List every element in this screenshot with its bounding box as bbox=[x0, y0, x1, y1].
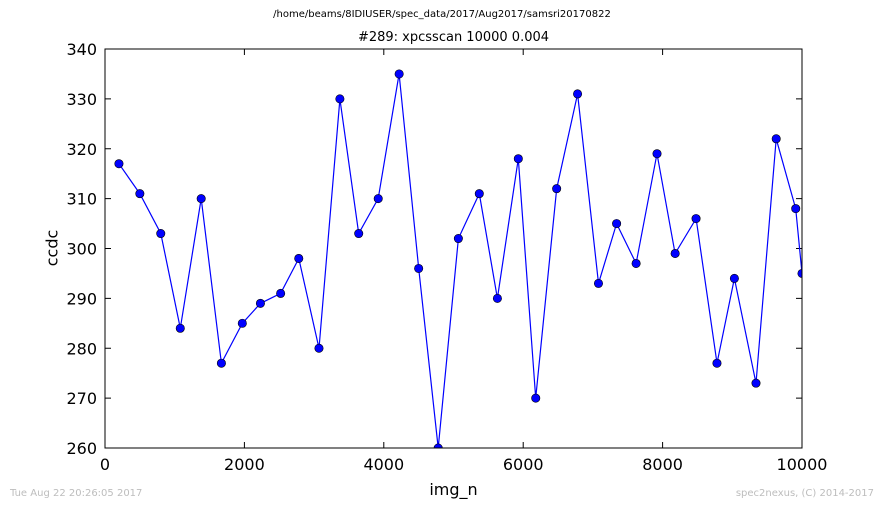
chart-title: #289: xpcsscan 10000 0.004 bbox=[357, 30, 550, 45]
data-point bbox=[114, 159, 124, 169]
data-point bbox=[612, 219, 622, 229]
data-point bbox=[552, 184, 562, 194]
data-point bbox=[631, 258, 641, 268]
data-point bbox=[394, 69, 404, 79]
data-point bbox=[354, 229, 364, 239]
data-point bbox=[373, 194, 383, 204]
data-point bbox=[513, 154, 523, 164]
y-tick-label: 340 bbox=[66, 40, 97, 59]
data-point bbox=[573, 89, 583, 99]
y-tick-label: 270 bbox=[66, 389, 97, 408]
y-tick-label: 260 bbox=[66, 439, 97, 458]
data-point bbox=[135, 189, 145, 199]
y-tick-label: 300 bbox=[66, 240, 97, 259]
data-point bbox=[791, 204, 801, 214]
plot-area: 0 2000 4000 6000 8000 10000 260 270 280 290 300 310… bbox=[66, 40, 827, 474]
y-tick-label: 280 bbox=[66, 339, 97, 358]
x-tick-label: 6000 bbox=[503, 455, 544, 474]
y-tick-label: 310 bbox=[66, 190, 97, 209]
x-tick-label: 8000 bbox=[642, 455, 683, 474]
data-point bbox=[691, 214, 701, 224]
series-line bbox=[118, 73, 802, 448]
data-point bbox=[729, 273, 739, 283]
data-point bbox=[237, 318, 247, 328]
y-tick-label: 320 bbox=[66, 140, 97, 159]
figure-suptitle: /home/beams/8IDIUSER/spec_data/2017/Aug2… bbox=[273, 9, 611, 20]
x-tick-label: 10000 bbox=[777, 455, 828, 474]
data-point bbox=[335, 94, 345, 104]
x-tick-label: 4000 bbox=[363, 455, 404, 474]
data-point bbox=[670, 248, 680, 258]
data-point bbox=[294, 253, 304, 263]
data-point bbox=[453, 234, 463, 244]
x-axis-label: img_n bbox=[429, 480, 478, 499]
data-point bbox=[531, 393, 541, 403]
y-axis-label: ccdc bbox=[42, 229, 62, 267]
data-point bbox=[276, 288, 286, 298]
y-tick-label: 290 bbox=[66, 289, 97, 308]
footer-credit: spec2nexus, (C) 2014-2017 bbox=[735, 488, 874, 499]
x-tick-label: 2000 bbox=[224, 455, 265, 474]
data-point bbox=[156, 229, 166, 239]
data-point bbox=[652, 149, 662, 159]
data-point bbox=[593, 278, 603, 288]
x-tick-label: 0 bbox=[100, 455, 110, 474]
data-point bbox=[314, 343, 324, 353]
data-point bbox=[255, 298, 265, 308]
data-point bbox=[216, 358, 226, 368]
plot-frame bbox=[104, 48, 803, 449]
data-point bbox=[474, 189, 484, 199]
data-point bbox=[196, 194, 206, 204]
y-tick-label: 330 bbox=[66, 90, 97, 109]
data-point bbox=[751, 378, 761, 388]
data-point bbox=[492, 293, 502, 303]
data-point bbox=[414, 263, 424, 273]
data-point bbox=[175, 323, 185, 333]
data-point bbox=[771, 134, 781, 144]
data-point bbox=[712, 358, 722, 368]
footer-timestamp: Tue Aug 22 20:26:05 2017 bbox=[10, 488, 143, 499]
